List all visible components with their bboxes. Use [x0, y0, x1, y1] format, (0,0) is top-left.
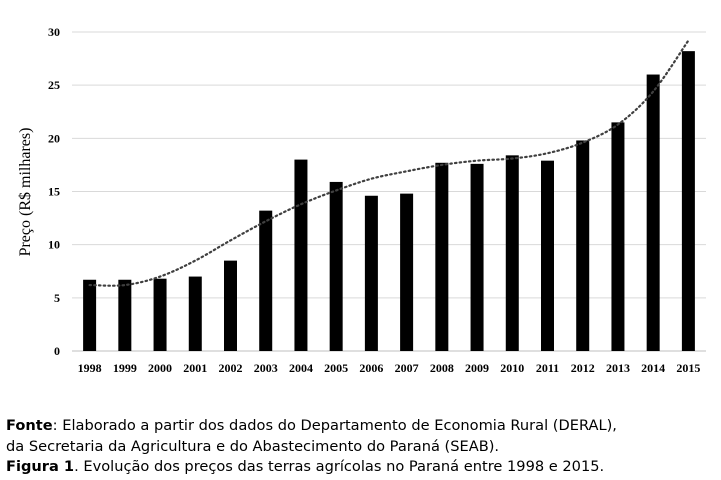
gridlines [72, 31, 706, 352]
y-axis-ticks: 0 5 10 15 20 25 30 [48, 25, 60, 358]
trendline [88, 39, 690, 287]
source-text-2: da Secretaria da Agricultura e do Abaste… [6, 438, 500, 455]
y-tick-label: 10 [48, 238, 60, 252]
bar-2008 [435, 162, 449, 351]
figure-text: . Evolução dos preços das terras agrícol… [74, 458, 605, 475]
y-axis-label: Preço (R$ milhares) [17, 128, 34, 257]
x-tick-label: 2005 [324, 361, 348, 375]
bar-1999 [118, 279, 132, 351]
x-tick-label: 2014 [641, 361, 665, 375]
bar-2007 [400, 193, 414, 351]
figure-label: Figura 1 [6, 458, 75, 475]
bar-2006 [364, 195, 378, 351]
x-tick-label: 2008 [430, 361, 454, 375]
bar-2000 [153, 278, 167, 351]
x-tick-label: 2004 [289, 361, 313, 375]
bar-2013 [611, 122, 625, 351]
x-tick-label: 2015 [676, 361, 700, 375]
bar-2003 [259, 210, 273, 351]
y-tick-label: 20 [48, 131, 60, 145]
bar-2011 [541, 160, 554, 351]
bar-2014 [646, 74, 660, 352]
caption-source-2: da Secretaria da Agricultura e do Abaste… [6, 437, 499, 456]
bar-2015 [681, 51, 695, 351]
x-tick-label: 1998 [78, 361, 102, 375]
y-tick-label: 25 [48, 78, 60, 92]
x-tick-label: 2011 [536, 361, 559, 375]
x-tick-label: 1999 [113, 361, 137, 375]
bar-2004 [294, 159, 308, 351]
x-tick-label: 2000 [148, 361, 172, 375]
x-tick-label: 2002 [219, 361, 243, 375]
bar-2010 [505, 155, 519, 351]
source-text-1: : Elaborado a partir dos dados do Depart… [52, 417, 617, 434]
bars [83, 51, 695, 352]
y-tick-label: 30 [48, 25, 60, 39]
x-tick-label: 2001 [183, 361, 207, 375]
x-tick-label: 2003 [254, 361, 278, 375]
bar-2001 [188, 276, 202, 351]
caption-source: Fonte: Elaborado a partir dos dados do D… [6, 416, 617, 435]
caption-figure: Figura 1. Evolução dos preços das terras… [6, 457, 604, 476]
bar-1998 [83, 279, 97, 351]
x-tick-label: 2010 [500, 361, 524, 375]
bar-2009 [470, 163, 484, 351]
source-label: Fonte [6, 417, 53, 434]
x-tick-label: 2007 [395, 361, 419, 375]
bar-2005 [329, 181, 343, 351]
y-tick-label: 15 [48, 185, 60, 199]
x-tick-label: 2009 [465, 361, 489, 375]
x-tick-label: 2012 [571, 361, 595, 375]
y-tick-label: 5 [54, 291, 60, 305]
bar-2012 [576, 140, 590, 351]
bar-chart: 0 5 10 15 20 25 30 1998 1999 2000 2001 2002 2003 200… [17, 25, 706, 375]
x-tick-label: 2013 [606, 361, 630, 375]
y-tick-label: 0 [54, 344, 60, 358]
x-tick-label: 2006 [359, 361, 383, 375]
x-axis-ticks: 1998 1999 2000 2001 2002 2003 2004 2005 2006 2007… [78, 361, 701, 375]
bar-2002 [224, 260, 237, 351]
